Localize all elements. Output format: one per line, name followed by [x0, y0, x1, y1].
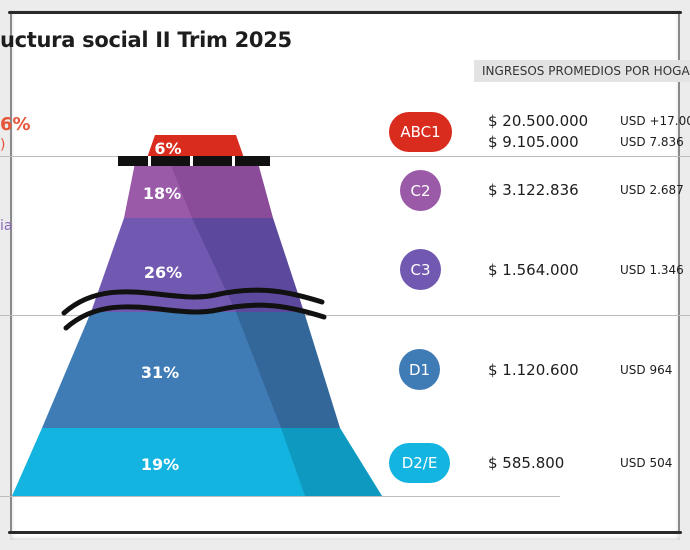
income-pesos-c3: $ 1.564.000 [488, 261, 579, 279]
scale-break-line-bottom [63, 302, 327, 331]
frame-right-line [678, 14, 680, 531]
divider-bottom [0, 496, 560, 497]
pct-label-d2e: 19% [141, 455, 179, 474]
pyramid-top-bar-tick-3 [232, 156, 235, 166]
pyramid-segment-abc1 [147, 135, 244, 158]
page-title: uctura social II Trim 2025 [0, 28, 292, 52]
pyramid-segment-c2-shade [170, 163, 273, 218]
frame-bottom-line [8, 531, 682, 534]
income-pesos-d1: $ 1.120.600 [488, 361, 579, 379]
income-pesos-c2: $ 3.122.836 [488, 181, 579, 199]
badge-d1: D1 [399, 349, 440, 390]
income-usd-c2: USD 2.687 [620, 183, 684, 197]
left-paren-fragment: ) [0, 137, 6, 153]
frame-top-line [8, 11, 682, 14]
badge-c3: C3 [400, 249, 441, 290]
pyramid-segment-d2e-shade [281, 428, 382, 496]
pyramid-top-bar-tick-2 [190, 156, 193, 166]
badge-c2: C2 [400, 170, 441, 211]
income-pesos-d2e: $ 585.800 [488, 454, 565, 472]
frame-left-line [10, 14, 12, 531]
pct-label-c2: 18% [143, 184, 181, 203]
income-pesos-abc1-low: $ 9.105.000 [488, 133, 579, 151]
pyramid-top-bar [118, 156, 270, 166]
pyramid-segment-c3-shade [192, 218, 304, 312]
badge-abc1: ABC1 [389, 112, 452, 152]
badge-d2e: D2/E [389, 443, 450, 483]
pct-label-c3: 26% [144, 263, 182, 282]
divider-abc1 [0, 156, 690, 157]
scale-break-line-top [61, 287, 325, 316]
pct-label-d1: 31% [141, 363, 179, 382]
income-usd-abc1-high: USD +17.000 [620, 114, 690, 128]
divider-c3-d1 [0, 315, 690, 316]
pyramid-segment-d1-shade [236, 312, 340, 428]
left-text-fragment: ia [0, 218, 13, 234]
income-usd-d2e: USD 504 [620, 456, 673, 470]
pyramid-top-bar-tick-1 [148, 156, 151, 166]
pct-label-abc1: 6% [154, 139, 181, 158]
income-usd-d1: USD 964 [620, 363, 673, 377]
income-usd-c3: USD 1.346 [620, 263, 684, 277]
income-usd-abc1-low: USD 7.836 [620, 135, 684, 149]
income-header: INGRESOS PROMEDIOS POR HOGAR [474, 60, 690, 82]
left-percentage-fragment: 6% [0, 114, 31, 135]
income-pesos-abc1-high: $ 20.500.000 [488, 112, 589, 130]
